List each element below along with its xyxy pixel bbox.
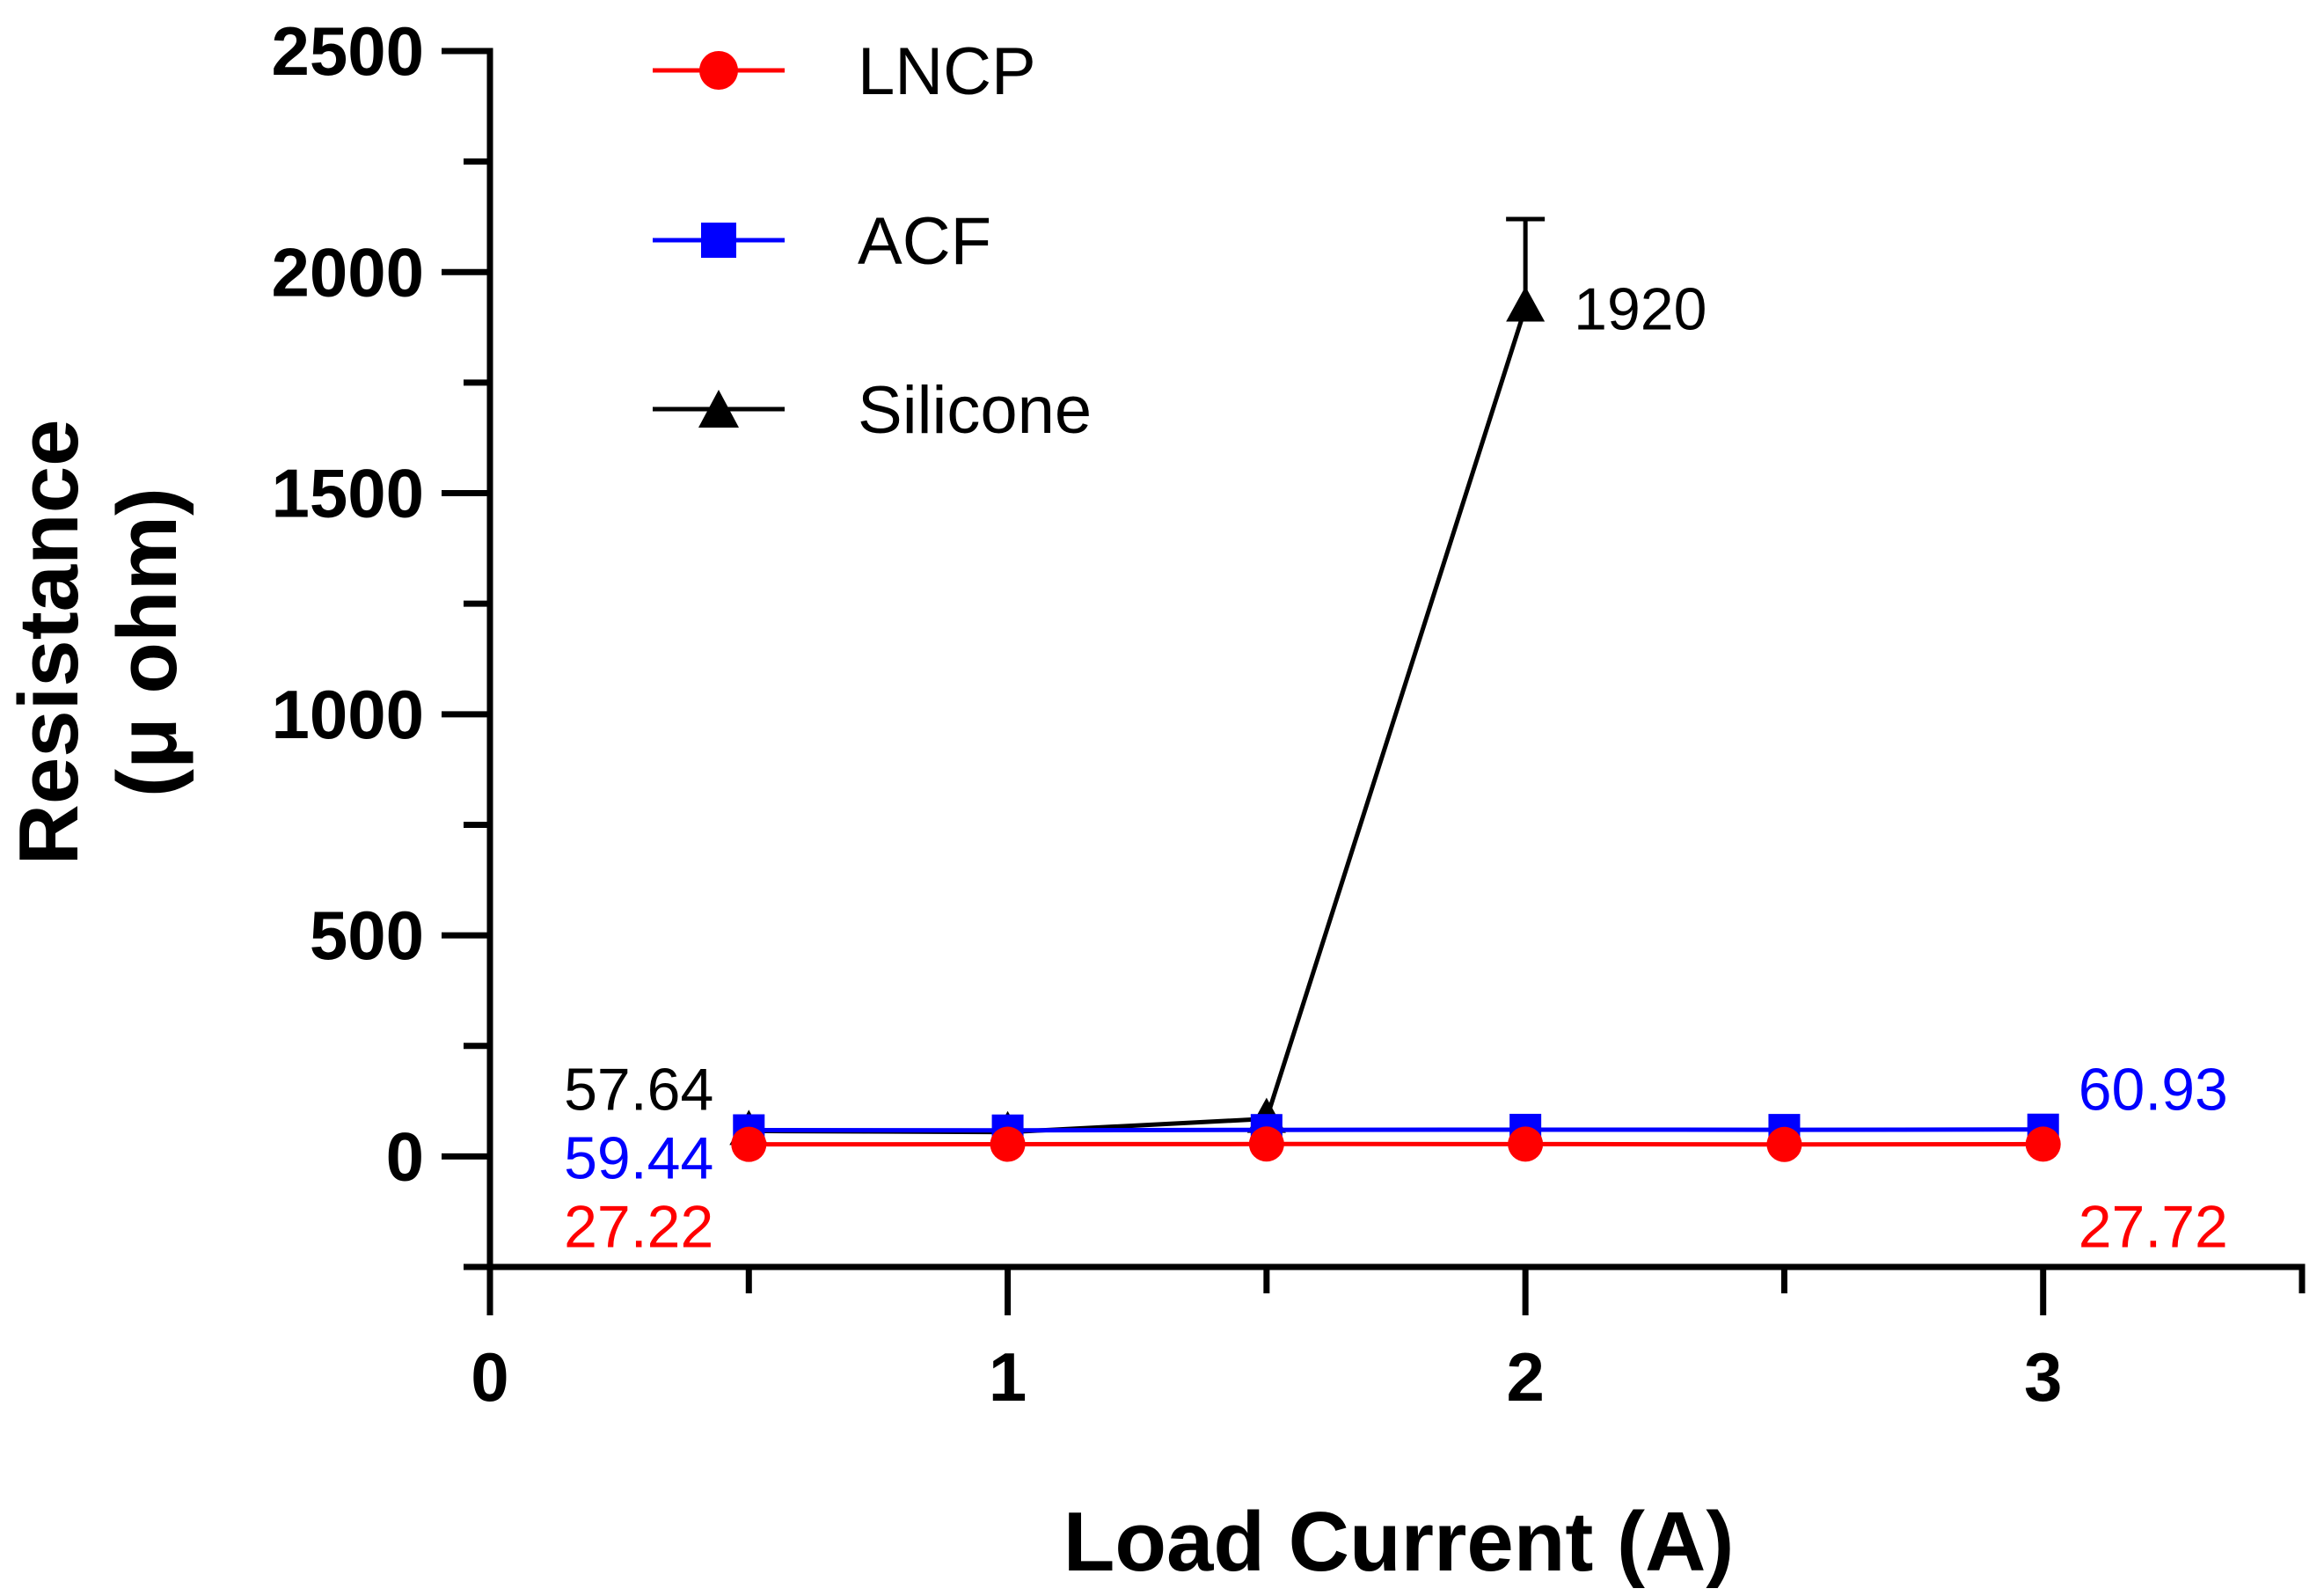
y-tick-label-1000: 1000 [271, 676, 424, 753]
y-tick-label-500: 500 [310, 897, 424, 974]
x-tick-label-3: 3 [2024, 1338, 2062, 1416]
data-label-60-93: 60.93 [2079, 1056, 2228, 1123]
series-silicone [729, 216, 1546, 1146]
series-acf [733, 1113, 2059, 1146]
legend-item-acf: ACF [653, 204, 991, 279]
point-lncp-2.5 [1766, 1126, 1802, 1162]
series-line-lncp [749, 1141, 2043, 1147]
y-axis-title-line2: (μ ohm) [100, 487, 194, 797]
point-lncp-0.5 [731, 1126, 767, 1162]
point-lncp-1 [990, 1126, 1026, 1162]
x-ticks: 0 1 2 3 [471, 1267, 2306, 1416]
y-axis-title-line1: Resistance [2, 420, 96, 866]
legend-item-silicone: Silicone [653, 373, 1092, 448]
axes: 0 500 1000 1500 2000 2500 0 1 2 3 [271, 12, 2306, 1416]
point-silicone-2 [1506, 286, 1546, 322]
y-ticks: 0 500 1000 1500 2000 2500 [271, 12, 490, 1270]
legend-label-acf: ACF [858, 204, 991, 279]
point-lncp-1.5 [1248, 1126, 1284, 1162]
legend-item-lncp: LNCP [653, 34, 1036, 109]
x-tick-label-2: 2 [1506, 1338, 1544, 1416]
data-label-1920: 1920 [1574, 275, 1706, 342]
series-lncp [731, 1126, 2061, 1162]
legend-label-silicone: Silicone [858, 373, 1092, 448]
point-lncp-2 [1508, 1126, 1544, 1162]
x-tick-label-0: 0 [471, 1338, 508, 1416]
y-tick-label-1500: 1500 [271, 455, 424, 532]
data-label-59-44: 59.44 [564, 1124, 713, 1191]
legend: LNCP ACF Silicone [653, 34, 1092, 448]
data-label-27-22: 27.22 [564, 1193, 713, 1260]
data-label-27-72: 27.72 [2079, 1193, 2228, 1260]
x-axis-title: Load Current (A) [1063, 1495, 1735, 1589]
y-tick-label-2500: 2500 [271, 12, 424, 90]
legend-marker-silicone [698, 390, 739, 428]
legend-marker-lncp [699, 51, 738, 90]
series-line-acf [749, 1127, 2043, 1133]
plot-area [729, 216, 2061, 1162]
y-tick-label-2000: 2000 [271, 233, 424, 311]
y-axis-title: Resistance (μ ohm) [2, 420, 194, 866]
y-tick-label-0: 0 [386, 1117, 424, 1195]
legend-label-lncp: LNCP [858, 34, 1036, 109]
data-label-57-64: 57.64 [564, 1056, 713, 1123]
point-lncp-3 [2025, 1126, 2061, 1162]
legend-marker-acf [701, 223, 736, 258]
x-tick-label-1: 1 [989, 1338, 1027, 1416]
